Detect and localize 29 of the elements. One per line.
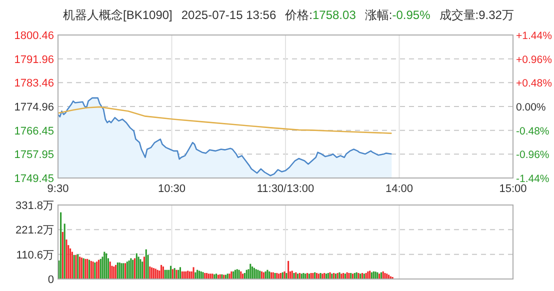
text: 价格:1758.03	[284, 8, 356, 22]
y-tick-label: 1791.96	[14, 54, 54, 66]
y-tick-label: 221.2万	[15, 224, 54, 237]
y-tick-label: 110.6万	[16, 249, 54, 262]
x-tick-label: 10:30	[158, 183, 186, 195]
line-series	[57, 106, 392, 134]
text: 2025-07-15 13:56	[181, 8, 276, 22]
y2-tick-label: 0.00%	[516, 102, 546, 114]
y2-tick-label: +0.96%	[516, 54, 552, 66]
y-tick-label: 1757.95	[14, 149, 54, 162]
y-tick-label: 1774.96	[14, 101, 54, 114]
y-tick-label: 1800.46	[14, 30, 54, 42]
x-tick-label: 14:00	[385, 183, 414, 195]
text: 成交量:9.32万	[439, 8, 514, 22]
y2-tick-label: +0.48%	[516, 78, 552, 90]
x-tick-label: 15:00	[499, 183, 527, 195]
y-tick-label: 1749.45	[14, 173, 54, 185]
y2-tick-label: -1.44%	[516, 173, 550, 185]
y-tick-label: 331.8万	[15, 200, 54, 212]
y2-tick-label: +1.44%	[516, 30, 552, 42]
y2-tick-label: -0.48%	[516, 125, 550, 138]
y-tick-label: 1783.46	[14, 78, 54, 90]
x-tick-label: 9:30	[47, 183, 69, 195]
text: 涨幅:-0.95%	[364, 8, 431, 22]
y-tick-label: 1766.45	[14, 125, 54, 138]
x-tick-label: 11:30/13:00	[256, 183, 314, 195]
y-tick-label: 0	[48, 274, 54, 286]
y2-tick-label: -0.96%	[516, 149, 550, 162]
chart-title: 机器人概念[BK1090]	[63, 8, 172, 22]
